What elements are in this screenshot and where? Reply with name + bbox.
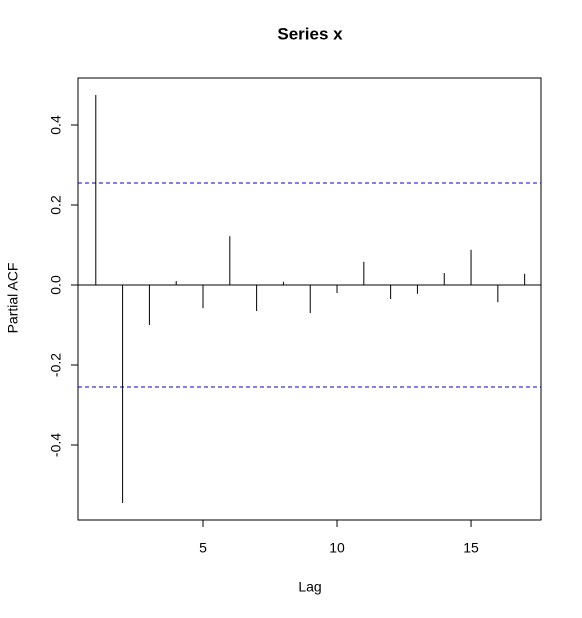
x-tick-label: 10 xyxy=(329,540,345,556)
plot-frame xyxy=(77,77,542,521)
y-axis-label: Partial ACF xyxy=(5,263,21,334)
x-tick-label: 15 xyxy=(463,540,479,556)
chart-title: Series x xyxy=(277,24,343,43)
y-tick-label: 0.0 xyxy=(48,275,64,295)
y-tick-label: -0.4 xyxy=(48,433,64,457)
y-tick-label: 0.4 xyxy=(48,115,64,135)
x-tick-label: 5 xyxy=(199,540,207,556)
y-tick-label: -0.2 xyxy=(48,353,64,377)
y-tick-label: 0.2 xyxy=(48,195,64,215)
x-axis-label: Lag xyxy=(298,579,321,595)
